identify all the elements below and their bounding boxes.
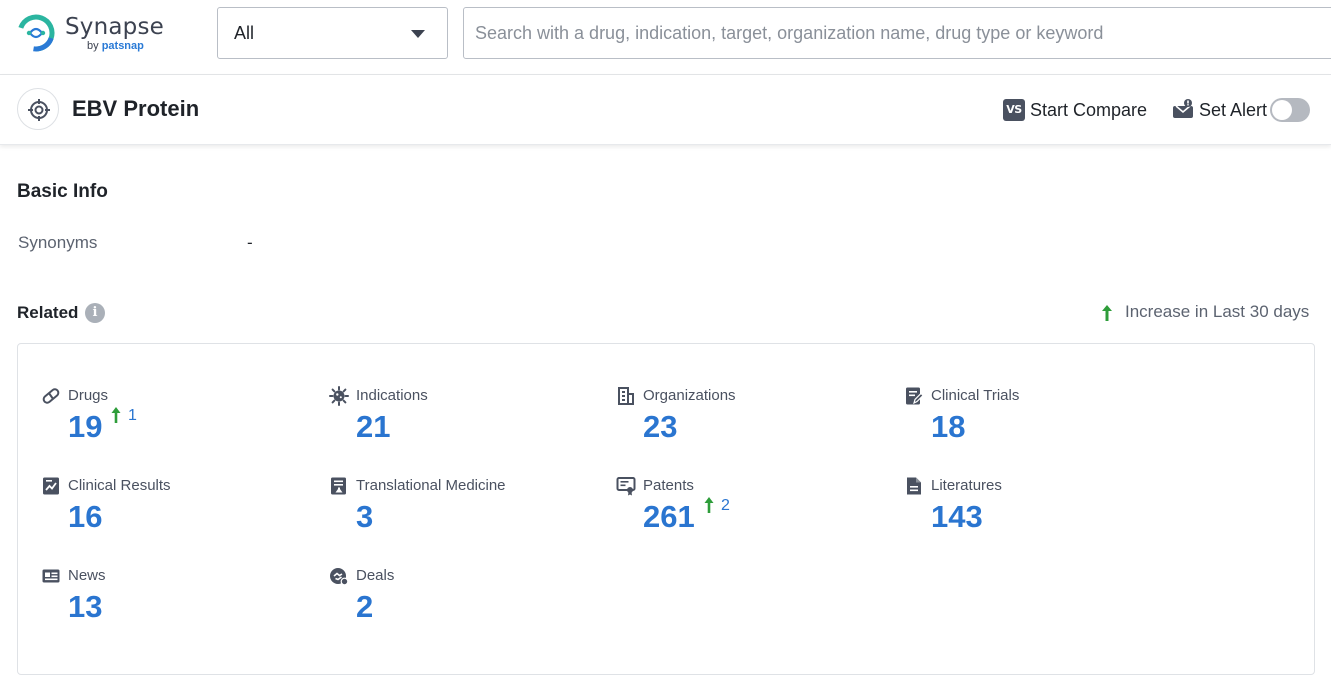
alert-bell-icon: [1172, 98, 1194, 120]
stat-indications-value[interactable]: 21: [356, 409, 390, 445]
arrow-up-icon: [703, 496, 715, 514]
stat-organizations[interactable]: Organizations 23: [616, 386, 876, 456]
chart-report-icon: [41, 476, 61, 496]
stat-clinical-results[interactable]: Clinical Results 16: [41, 476, 301, 546]
brand-name: Synapse: [65, 14, 164, 40]
set-alert-label: Set Alert: [1199, 100, 1267, 121]
stat-clinical-trials[interactable]: Clinical Trials 18: [904, 386, 1164, 456]
synonyms-value: -: [247, 233, 253, 253]
stat-indications[interactable]: Indications 21: [329, 386, 589, 456]
stat-deals[interactable]: Deals 2: [329, 566, 589, 636]
brand-byline: by patsnap: [87, 40, 144, 52]
info-icon[interactable]: i: [85, 303, 105, 323]
stat-clinical-results-label: Clinical Results: [68, 477, 171, 494]
set-alert-control: Set Alert: [1172, 98, 1312, 124]
stat-patents[interactable]: Patents 261 2: [616, 476, 876, 546]
document-icon: [904, 476, 924, 496]
stat-patents-value[interactable]: 261: [643, 499, 695, 535]
page-title: EBV Protein: [72, 96, 199, 122]
synonyms-label: Synonyms: [18, 233, 97, 253]
virus-icon: [329, 386, 349, 406]
basic-info-heading: Basic Info: [17, 181, 108, 203]
stat-news-value[interactable]: 13: [68, 589, 102, 625]
toggle-knob: [1272, 100, 1292, 120]
search-scope-select[interactable]: All: [217, 7, 448, 59]
set-alert-toggle[interactable]: [1270, 98, 1310, 122]
stat-translational-medicine-value[interactable]: 3: [356, 499, 373, 535]
document-flask-icon: [329, 476, 349, 496]
stat-literatures-value[interactable]: 143: [931, 499, 983, 535]
stat-indications-label: Indications: [356, 387, 428, 404]
stat-clinical-trials-value[interactable]: 18: [931, 409, 965, 445]
chevron-down-icon: [411, 30, 425, 38]
building-icon: [616, 386, 636, 406]
increase-legend-label: Increase in Last 30 days: [1125, 302, 1309, 322]
search-box: [463, 7, 1331, 59]
clipboard-edit-icon: [904, 386, 924, 406]
arrow-up-icon: [110, 406, 122, 424]
entity-type-badge: [17, 88, 59, 130]
stat-organizations-label: Organizations: [643, 387, 736, 404]
related-stats-card: Drugs 19 1 Indications 21 Organizat: [17, 343, 1315, 675]
stat-translational-medicine[interactable]: Translational Medicine 3: [329, 476, 589, 546]
synapse-logo[interactable]: Synapse by patsnap: [16, 13, 156, 57]
arrow-up-icon: [1100, 304, 1114, 322]
stat-literatures[interactable]: Literatures 143: [904, 476, 1164, 546]
certificate-icon: [616, 476, 636, 496]
stat-organizations-value[interactable]: 23: [643, 409, 677, 445]
stat-drugs[interactable]: Drugs 19 1: [41, 386, 301, 456]
stat-translational-medicine-label: Translational Medicine: [356, 477, 506, 494]
top-bar: Synapse by patsnap All: [0, 0, 1331, 75]
stat-patents-label: Patents: [643, 477, 694, 494]
handshake-icon: [329, 566, 349, 586]
stat-news[interactable]: News 13: [41, 566, 301, 636]
entity-header: EBV Protein VS Start Compare Set Alert: [0, 75, 1331, 145]
stat-literatures-label: Literatures: [931, 477, 1002, 494]
stat-news-label: News: [68, 567, 106, 584]
stat-patents-increase-value: 2: [721, 497, 730, 515]
start-compare-label: Start Compare: [1030, 100, 1147, 121]
pill-icon: [41, 386, 61, 406]
stat-deals-value[interactable]: 2: [356, 589, 373, 625]
stat-drugs-label: Drugs: [68, 387, 108, 404]
increase-legend: Increase in Last 30 days: [1100, 302, 1315, 324]
search-scope-value: All: [234, 23, 254, 44]
synapse-logo-icon: [16, 13, 56, 53]
stat-drugs-value[interactable]: 19: [68, 409, 102, 445]
related-heading: Related: [17, 303, 78, 323]
stat-drugs-increase-value: 1: [128, 407, 137, 425]
target-icon: [27, 98, 51, 122]
search-input[interactable]: [464, 8, 1331, 58]
stat-clinical-trials-label: Clinical Trials: [931, 387, 1019, 404]
stat-deals-label: Deals: [356, 567, 394, 584]
stat-clinical-results-value[interactable]: 16: [68, 499, 102, 535]
newspaper-icon: [41, 566, 61, 586]
vs-icon: VS: [1003, 99, 1025, 121]
